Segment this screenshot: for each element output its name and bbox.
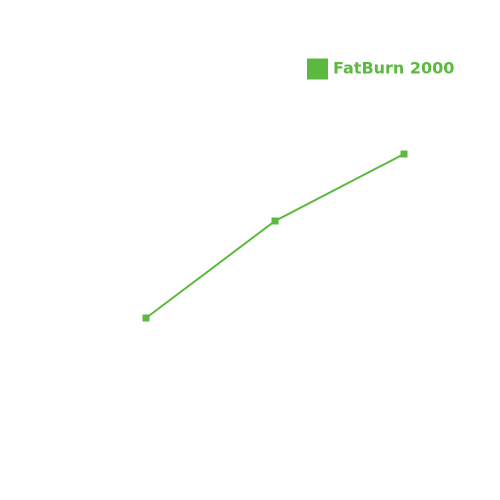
point-marker <box>400 150 408 158</box>
legend-label: FatBurn 2000 <box>333 59 454 78</box>
legend-swatch <box>307 58 328 80</box>
point-marker <box>142 314 150 322</box>
point-marker <box>271 217 279 225</box>
series-line <box>145 153 405 319</box>
